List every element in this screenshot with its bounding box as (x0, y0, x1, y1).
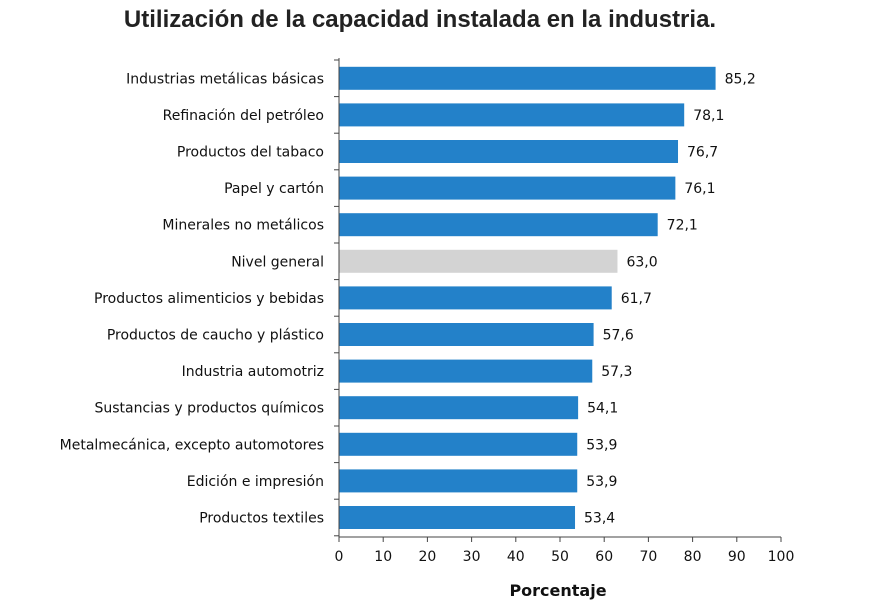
x-tick-label: 30 (463, 549, 481, 565)
value-label: 85,2 (725, 71, 756, 87)
value-label: 76,1 (684, 181, 715, 197)
value-label: 72,1 (667, 218, 698, 234)
category-label: Nivel general (231, 254, 324, 270)
category-label: Refinación del petróleo (163, 108, 324, 124)
category-label: Industrias metálicas básicas (126, 71, 324, 87)
category-label: Metalmecánica, excepto automotores (60, 437, 324, 453)
x-tick-label: 10 (374, 549, 392, 565)
bar (339, 213, 658, 237)
category-labels-group: Industrias metálicas básicas Refinación d… (60, 71, 324, 526)
x-tick-label: 60 (595, 549, 613, 565)
x-axis-group: 0 10 20 30 40 50 60 70 80 90 100 (334, 58, 794, 565)
bar (339, 469, 578, 493)
bar (339, 103, 685, 127)
bar (339, 396, 579, 420)
bars-group (339, 66, 716, 529)
chart-title: Utilización de la capacidad instalada en… (123, 6, 717, 33)
bar (339, 506, 576, 529)
x-tick-label: 20 (418, 549, 436, 565)
bar (339, 176, 676, 200)
x-tick-label: 100 (768, 549, 795, 565)
category-label: Productos textiles (199, 511, 324, 527)
category-label: Productos del tabaco (177, 145, 324, 161)
bar (339, 140, 679, 163)
category-label: Papel y cartón (224, 181, 324, 197)
value-label: 54,1 (587, 401, 618, 417)
category-label: Industria automotriz (182, 364, 324, 380)
bar (339, 323, 594, 346)
bar (339, 286, 612, 310)
x-tick-label: 0 (335, 549, 344, 565)
x-tick-label: 80 (684, 549, 702, 565)
category-label: Productos alimenticios y bebidas (94, 291, 324, 307)
x-tick-label: 40 (507, 549, 525, 565)
value-label: 78,1 (693, 108, 724, 124)
bar-highlight (339, 249, 618, 273)
x-axis-label: Porcentaje (509, 581, 606, 600)
value-labels-group: 85,2 78,1 76,7 76,1 72,1 63,0 61,7 57,6 57,3 54,1… (584, 71, 756, 526)
value-label: 53,4 (584, 511, 615, 527)
value-label: 76,7 (687, 145, 718, 161)
x-tick-label: 50 (551, 549, 569, 565)
bar (339, 432, 578, 456)
x-tick-label: 90 (728, 549, 746, 565)
x-tick-label: 70 (639, 549, 657, 565)
value-label: 53,9 (586, 437, 617, 453)
value-label: 61,7 (621, 291, 652, 307)
value-label: 57,3 (601, 364, 632, 380)
value-label: 57,6 (603, 328, 634, 344)
category-label: Minerales no metálicos (162, 218, 324, 234)
value-label: 63,0 (626, 254, 657, 270)
category-label: Edición e impresión (187, 474, 324, 490)
value-label: 53,9 (586, 474, 617, 490)
category-label: Productos de caucho y plástico (107, 328, 324, 344)
bar (339, 66, 716, 90)
category-label: Sustancias y productos químicos (94, 401, 324, 417)
bar (339, 359, 593, 383)
